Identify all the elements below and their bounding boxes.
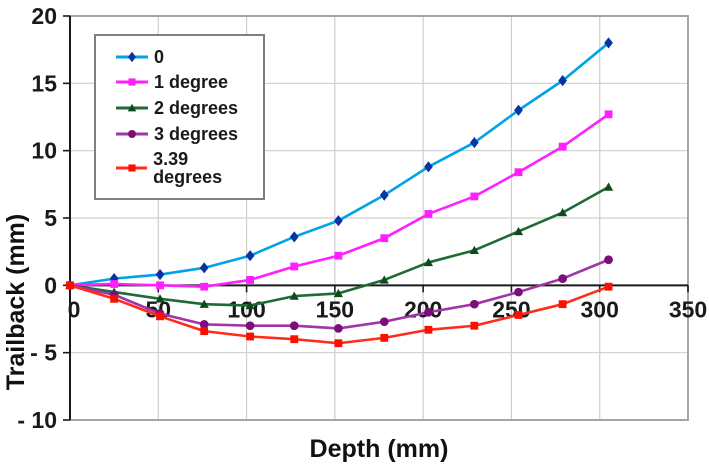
legend-marker-sample (128, 164, 136, 172)
y-tick-label: 15 (31, 70, 57, 96)
legend-key-icon (116, 78, 148, 86)
data-point-marker (200, 327, 209, 336)
legend-key-icon (116, 51, 148, 62)
legend-item: 3.39 degrees (116, 150, 259, 186)
data-point-marker (199, 320, 209, 329)
y-tick-label: 10 (31, 138, 57, 164)
legend-marker-sample (128, 129, 136, 138)
legend-marker-sample (127, 103, 137, 112)
data-point-marker (514, 311, 523, 319)
legend-label: 1 degree (154, 72, 229, 93)
y-tick-label: - 10 (17, 407, 57, 433)
data-point-marker (513, 226, 524, 236)
data-point-marker (514, 287, 523, 297)
data-point-marker (558, 75, 568, 87)
data-point-marker (245, 300, 255, 310)
data-point-marker (558, 300, 567, 309)
legend-item: 1 degree (116, 73, 259, 91)
data-point-marker (290, 262, 299, 271)
data-point-marker (333, 288, 343, 298)
x-tick-label: 300 (581, 296, 619, 322)
data-point-marker (380, 234, 389, 243)
legend-key-icon (116, 164, 148, 172)
legend-key-icon (116, 103, 148, 112)
legend-label: 0 (154, 46, 165, 67)
data-point-marker (380, 333, 389, 342)
data-point-marker (289, 321, 299, 331)
data-point-marker (469, 299, 479, 309)
x-tick-label: 0 (68, 296, 81, 322)
data-point-marker (604, 37, 613, 49)
y-tick-label: 20 (31, 3, 57, 29)
data-point-marker (155, 268, 165, 281)
data-point-marker (424, 325, 433, 334)
data-point-marker (334, 215, 343, 227)
data-point-marker (379, 189, 389, 201)
data-point-marker (246, 276, 255, 284)
data-point-marker (469, 245, 479, 254)
data-point-marker (110, 294, 119, 303)
data-point-marker (469, 136, 479, 149)
data-point-marker (290, 335, 299, 344)
legend-marker-sample (128, 78, 136, 86)
data-point-marker (604, 282, 613, 291)
data-point-marker (470, 192, 479, 201)
data-point-marker (109, 273, 119, 285)
data-point-marker (334, 324, 343, 333)
x-tick-label: 200 (404, 296, 442, 322)
y-tick-label: - 5 (30, 340, 57, 366)
data-point-marker (424, 307, 433, 317)
data-point-marker (289, 231, 299, 243)
data-point-marker (156, 281, 164, 290)
y-axis-title: Trailback (mm) (2, 214, 30, 390)
data-point-marker (66, 281, 74, 290)
legend-item: 0 (116, 48, 259, 66)
data-point-marker (470, 321, 479, 330)
legend-label: 3 degrees (154, 123, 239, 144)
data-point-marker (423, 257, 434, 267)
legend-item: 3 degrees (116, 125, 259, 143)
data-point-marker (558, 274, 568, 283)
data-point-marker (379, 317, 389, 327)
legend-label: 2 degrees (154, 97, 239, 118)
data-point-marker (603, 182, 614, 191)
x-tick-label: 250 (492, 296, 530, 322)
data-point-marker (200, 282, 209, 291)
legend-key-icon (116, 129, 148, 138)
data-point-marker (514, 168, 523, 177)
data-point-marker (604, 110, 613, 119)
legend-marker-sample (128, 51, 136, 62)
legend-item: 2 degrees (116, 99, 259, 117)
data-point-marker (245, 250, 255, 262)
data-point-marker (334, 251, 343, 260)
data-point-marker (514, 104, 523, 116)
data-point-marker (245, 321, 255, 331)
data-point-marker (558, 208, 568, 217)
x-tick-label: 150 (316, 296, 354, 322)
x-tick-label: 100 (227, 296, 265, 322)
data-point-marker (110, 280, 119, 288)
data-point-marker (156, 312, 164, 321)
data-point-marker (424, 161, 433, 173)
y-tick-label: 5 (44, 205, 57, 231)
data-point-marker (604, 255, 613, 265)
x-axis-title: Depth (mm) (310, 435, 449, 463)
series-line (69, 185, 610, 307)
legend: 0 1 degree 2 degrees 3 degrees 3.39 degrees (94, 34, 265, 200)
data-point-marker (334, 339, 343, 348)
data-point-marker (199, 262, 209, 274)
data-point-marker (246, 332, 255, 341)
data-point-marker (424, 210, 433, 218)
x-tick-label: 350 (669, 296, 707, 322)
data-point-marker (155, 294, 165, 303)
y-tick-label: 0 (44, 272, 57, 298)
data-point-marker (289, 291, 299, 300)
data-point-marker (558, 142, 567, 151)
legend-label: 3.39 degrees (153, 149, 223, 188)
data-point-marker (199, 299, 209, 308)
data-point-marker (379, 275, 389, 284)
